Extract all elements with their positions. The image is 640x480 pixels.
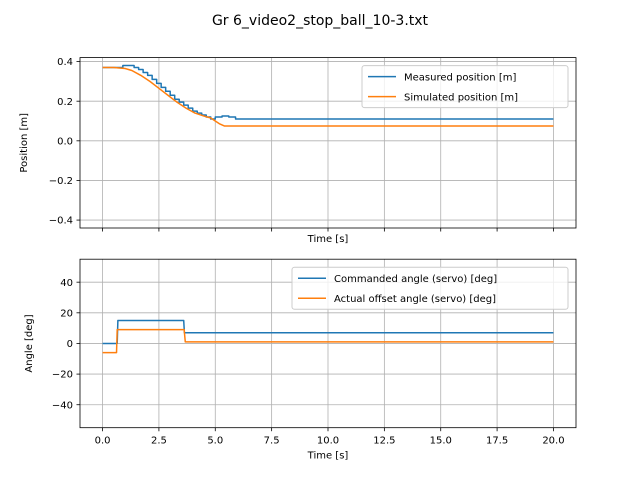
y-tick-label: 0.4 (57, 57, 73, 68)
x-tick-label: 10.0 (317, 436, 339, 447)
angle-subplot: 0.0 2.5 5.0 7.5 10.0 12.5 15.0 17.5 20.0 −40 −20 0 2… (24, 258, 577, 462)
y-tick-label: 20 (60, 308, 73, 319)
x-tick-label: 5.0 (207, 436, 223, 447)
y-tick-label: −0.4 (49, 216, 73, 227)
x-tick-label: 17.5 (486, 436, 508, 447)
x-tick-label: 2.5 (151, 436, 167, 447)
legend: Commanded angle (servo) [deg] Actual offs… (291, 266, 569, 310)
y-axis-label: Position [m] (19, 113, 30, 173)
legend-label: Commanded angle (servo) [deg] (334, 274, 497, 285)
y-tick-label: 0 (67, 339, 73, 350)
x-tick-label: 12.5 (373, 436, 395, 447)
y-tick-label: −20 (52, 370, 73, 381)
y-tick-label: −40 (52, 400, 73, 411)
y-tick-label: −0.2 (49, 176, 73, 187)
y-tick-label: 0.2 (57, 97, 73, 108)
position-subplot: −0.4 −0.2 0.0 0.2 0.4 Time [s] Position [m] Mea… (19, 57, 577, 245)
x-tick-label: 15.0 (430, 436, 452, 447)
legend-label: Measured position [m] (404, 73, 516, 84)
x-tick-label: 20.0 (542, 436, 564, 447)
series-line-2 (102, 66, 554, 127)
legend: Measured position [m] Simulated position … (361, 65, 569, 109)
legend-label: Simulated position [m] (404, 93, 518, 104)
y-tick-label: 40 (60, 278, 73, 289)
x-axis-label: Time [s] (307, 234, 349, 245)
y-tick-label: 0.0 (57, 136, 73, 147)
figure-title: Gr 6_video2_stop_ball_10-3.txt (212, 13, 429, 29)
legend-label: Actual offset angle (servo) [deg] (334, 294, 496, 305)
series-line-1 (102, 319, 554, 345)
series-line-1 (102, 64, 554, 120)
legend-box (361, 65, 569, 109)
x-tick-label: 0.0 (95, 436, 111, 447)
x-tick-label: 7.5 (264, 436, 280, 447)
series-line-2 (102, 328, 554, 354)
legend-box (291, 266, 569, 310)
x-axis-label: Time [s] (307, 451, 349, 462)
y-axis-label: Angle [deg] (24, 314, 35, 372)
